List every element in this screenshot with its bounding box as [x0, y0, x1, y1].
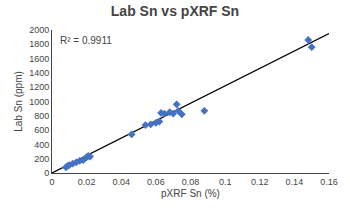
- svg-text:1000: 1000: [29, 97, 49, 107]
- svg-text:0: 0: [49, 177, 54, 187]
- svg-text:200: 200: [34, 154, 49, 164]
- svg-text:0.04: 0.04: [112, 177, 130, 187]
- svg-text:400: 400: [34, 140, 49, 150]
- svg-text:pXRF Sn (%): pXRF Sn (%): [161, 188, 220, 199]
- svg-text:0: 0: [44, 168, 49, 178]
- svg-text:0.06: 0.06: [147, 177, 165, 187]
- svg-text:0.02: 0.02: [78, 177, 96, 187]
- svg-text:1800: 1800: [29, 39, 49, 49]
- svg-text:0.12: 0.12: [251, 177, 269, 187]
- svg-text:600: 600: [34, 125, 49, 135]
- svg-text:0.1: 0.1: [219, 177, 232, 187]
- svg-text:0.08: 0.08: [182, 177, 200, 187]
- svg-text:Lab Sn vs pXRF Sn: Lab Sn vs pXRF Sn: [111, 3, 239, 19]
- svg-text:800: 800: [34, 111, 49, 121]
- svg-text:Lab Sn (ppm): Lab Sn (ppm): [13, 71, 24, 132]
- svg-text:2000: 2000: [29, 25, 49, 35]
- svg-text:0.14: 0.14: [286, 177, 304, 187]
- svg-text:1200: 1200: [29, 82, 49, 92]
- svg-text:R² = 0.9911: R² = 0.9911: [60, 35, 112, 46]
- svg-text:1600: 1600: [29, 54, 49, 64]
- svg-text:1400: 1400: [29, 68, 49, 78]
- svg-text:0.16: 0.16: [320, 177, 338, 187]
